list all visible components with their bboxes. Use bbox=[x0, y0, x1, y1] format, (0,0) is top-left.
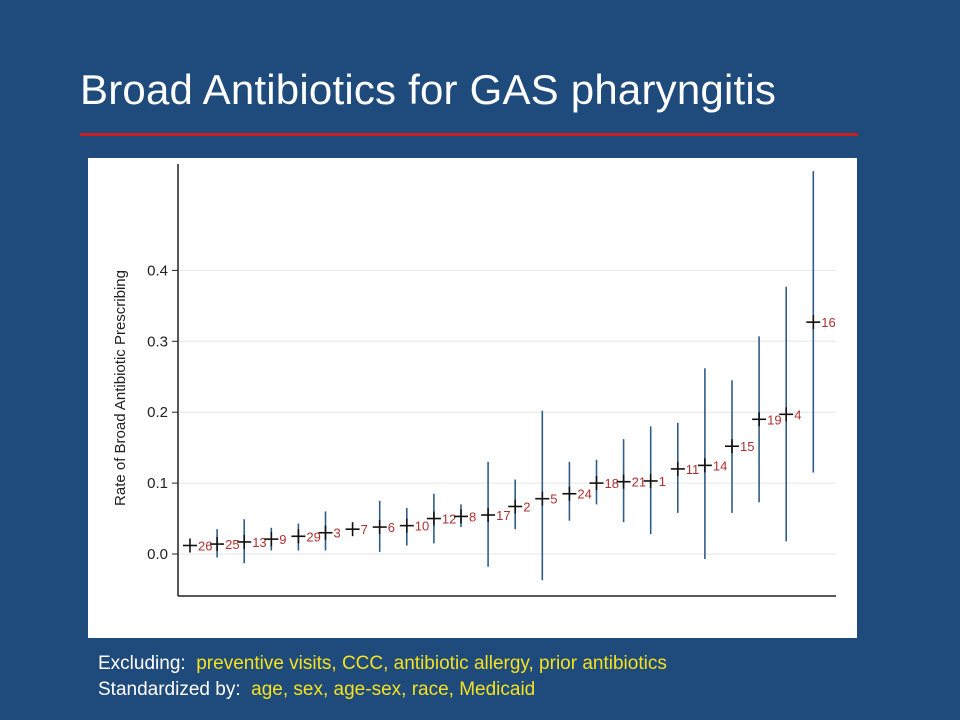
y-axis-label: Rate of Broad Antibiotic Prescribing bbox=[112, 270, 129, 506]
point-label-15: 15 bbox=[740, 439, 754, 454]
y-tick-label: 0.3 bbox=[147, 333, 168, 350]
standardized-line: Standardized by: age, sex, age-sex, race… bbox=[98, 677, 667, 703]
point-label-7: 7 bbox=[361, 522, 368, 537]
point-label-29: 29 bbox=[306, 529, 320, 544]
y-tick-label: 0.2 bbox=[147, 404, 168, 421]
point-label-2: 2 bbox=[523, 499, 530, 514]
point-label-1: 1 bbox=[659, 474, 666, 489]
point-label-25: 25 bbox=[225, 537, 239, 552]
y-tick-label: 0.0 bbox=[147, 546, 168, 563]
point-label-17: 17 bbox=[496, 508, 510, 523]
point-label-13: 13 bbox=[252, 535, 266, 550]
point-label-9: 9 bbox=[279, 532, 286, 547]
point-label-3: 3 bbox=[334, 526, 341, 541]
caterpillar-chart: 0.0 0.1 0.2 0.3 0.4 Rate of Broad Antibiotic … bbox=[112, 164, 836, 597]
chart-panel: 0.0 0.1 0.2 0.3 0.4 Rate of Broad Antibiotic … bbox=[88, 158, 857, 638]
point-label-5: 5 bbox=[550, 492, 557, 507]
point-label-10: 10 bbox=[415, 519, 429, 534]
point-label-8: 8 bbox=[469, 509, 476, 524]
excluding-line: Excluding: preventive visits, CCC, antib… bbox=[98, 651, 667, 677]
point-label-26: 26 bbox=[198, 538, 212, 553]
point-label-14: 14 bbox=[713, 458, 727, 473]
y-tick-label: 0.1 bbox=[147, 475, 168, 492]
excluding-label: Excluding: bbox=[98, 653, 186, 674]
standardized-value: age, sex, age-sex, race, Medicaid bbox=[251, 679, 536, 700]
point-label-12: 12 bbox=[442, 512, 456, 527]
point-label-18: 18 bbox=[605, 476, 619, 491]
point-label-21: 21 bbox=[632, 475, 646, 490]
point-label-24: 24 bbox=[577, 487, 591, 502]
point-label-6: 6 bbox=[388, 520, 395, 535]
title-underline bbox=[80, 133, 858, 136]
point-label-4: 4 bbox=[794, 407, 801, 422]
point-label-11: 11 bbox=[686, 462, 700, 477]
point-label-16: 16 bbox=[821, 315, 835, 330]
point-label-19: 19 bbox=[767, 412, 781, 427]
y-tick-label: 0.4 bbox=[147, 262, 168, 279]
excluding-value: preventive visits, CCC, antibiotic aller… bbox=[196, 653, 667, 674]
standardized-label: Standardized by: bbox=[98, 679, 241, 700]
slide-title: Broad Antibiotics for GAS pharyngitis bbox=[80, 66, 777, 113]
footer-notes: Excluding: preventive visits, CCC, antib… bbox=[98, 651, 667, 703]
